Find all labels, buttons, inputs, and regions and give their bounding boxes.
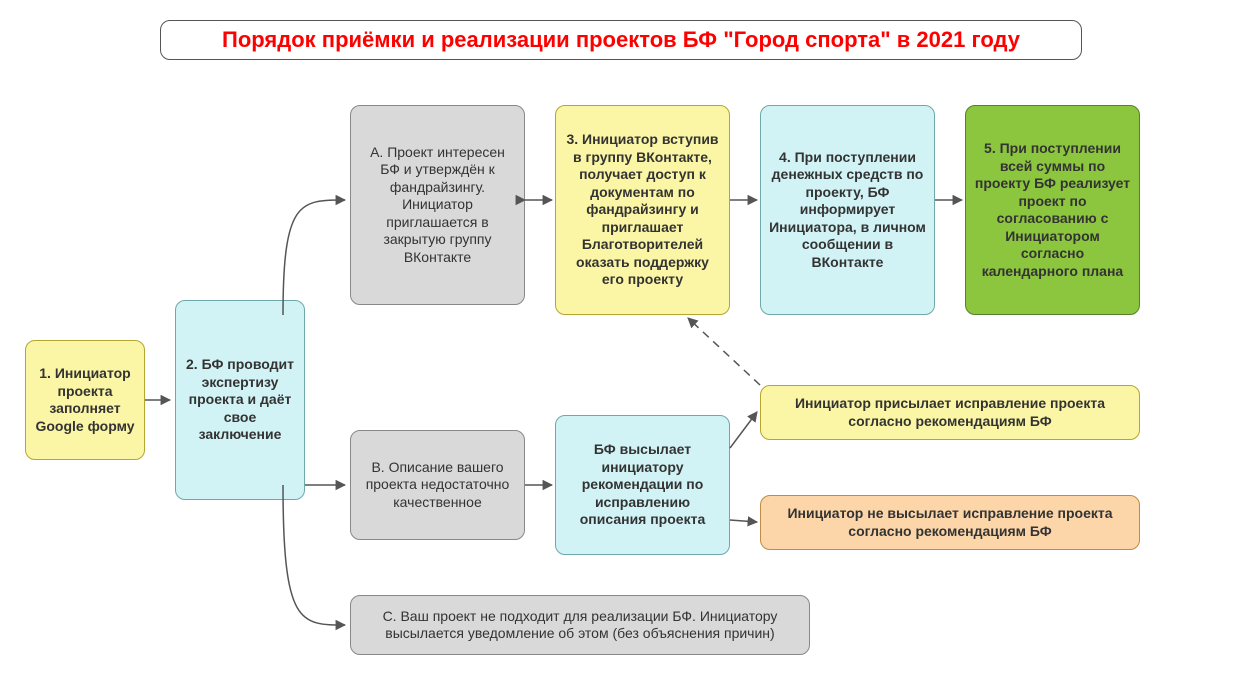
flowchart-node-nB: B. Описание вашего проекта недостаточно … xyxy=(350,430,525,540)
flowchart-node-label: 2. БФ проводит экспертизу проекта и даёт… xyxy=(184,356,296,444)
flowchart-node-nRec: БФ высылает инициатору рекомендации по и… xyxy=(555,415,730,555)
flowchart-node-label: БФ высылает инициатору рекомендации по и… xyxy=(564,441,721,529)
flowchart-edge-e10 xyxy=(730,520,757,522)
flowchart-node-nA: A. Проект интересен БФ и утверждён к фан… xyxy=(350,105,525,305)
flowchart-node-nC: C. Ваш проект не подходит для реализации… xyxy=(350,595,810,655)
flowchart-edge-e4 xyxy=(283,485,345,625)
flowchart-node-label: 4. При поступлении денежных средств по п… xyxy=(769,149,926,272)
flowchart-node-label: 3. Инициатор вступив в группу ВКонтакте,… xyxy=(564,131,721,289)
flowchart-node-label: C. Ваш проект не подходит для реализации… xyxy=(359,608,801,643)
flowchart-node-n3: 3. Инициатор вступив в группу ВКонтакте,… xyxy=(555,105,730,315)
flowchart-node-n5: 5. При поступлении всей суммы по проекту… xyxy=(965,105,1140,315)
flowchart-node-label: Инициатор не высылает исправление проект… xyxy=(769,505,1131,540)
flowchart-edge-e2 xyxy=(283,200,345,315)
flowchart-node-nFix: Инициатор присылает исправление проекта … xyxy=(760,385,1140,440)
flowchart-node-label: B. Описание вашего проекта недостаточно … xyxy=(359,459,516,512)
diagram-title-text: Порядок приёмки и реализации проектов БФ… xyxy=(222,27,1020,52)
flowchart-edge-e11 xyxy=(688,318,760,385)
flowchart-node-n1: 1. Инициатор проекта заполняет Google фо… xyxy=(25,340,145,460)
flowchart-node-n2: 2. БФ проводит экспертизу проекта и даёт… xyxy=(175,300,305,500)
flowchart-node-label: 5. При поступлении всей суммы по проекту… xyxy=(974,140,1131,280)
flowchart-node-n4: 4. При поступлении денежных средств по п… xyxy=(760,105,935,315)
flowchart-node-label: 1. Инициатор проекта заполняет Google фо… xyxy=(34,365,136,435)
flowchart-node-nNoFix: Инициатор не высылает исправление проект… xyxy=(760,495,1140,550)
diagram-title: Порядок приёмки и реализации проектов БФ… xyxy=(160,20,1082,60)
flowchart-edge-e9 xyxy=(730,412,757,448)
flowchart-node-label: Инициатор присылает исправление проекта … xyxy=(769,395,1131,430)
flowchart-node-label: A. Проект интересен БФ и утверждён к фан… xyxy=(359,144,516,267)
